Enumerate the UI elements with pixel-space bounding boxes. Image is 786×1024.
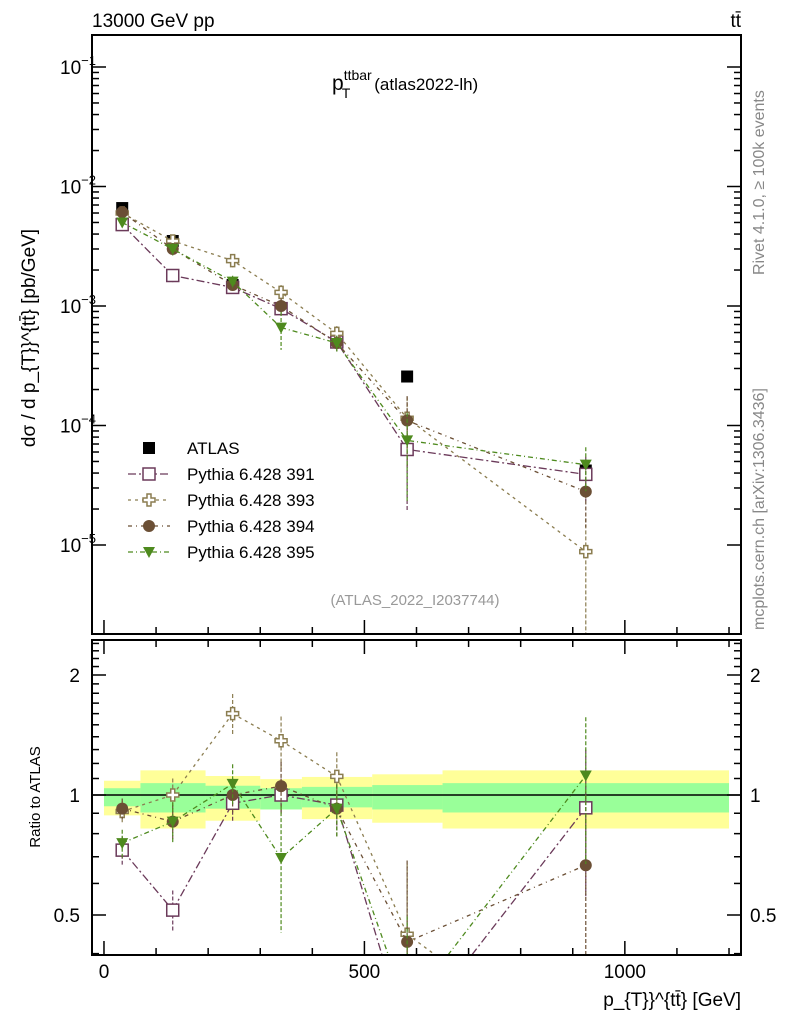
ratio-series-segment (121, 821, 173, 844)
data-point (579, 459, 592, 471)
data-point (165, 268, 180, 283)
legend-marker (143, 547, 155, 558)
main-plot-series (115, 202, 593, 634)
ratio-series-segment (336, 804, 383, 955)
ratio-y-axis-label: Ratio to ATLAS (27, 746, 44, 847)
data-point (116, 217, 129, 229)
ratio-series-segment (336, 808, 408, 943)
ratio-series-segment (406, 933, 436, 955)
ratio-point (165, 903, 180, 917)
data-point (116, 206, 129, 219)
y-tick-label: 10−2 (60, 173, 96, 199)
ratio-y-tick-label: 0.5 (54, 906, 80, 927)
plot-title-sup: ttbar (344, 67, 372, 83)
data-point (226, 276, 239, 288)
x-axis-label: p_{T}}^{tt̄} [GeV] (603, 990, 741, 1011)
legend-label: Pythia 6.428 394 (187, 517, 315, 536)
data-point (225, 253, 240, 268)
ratio-series-segment (280, 794, 337, 806)
band-inner-bin (103, 788, 141, 807)
data-point (274, 285, 288, 300)
side-text-bottom: mcplots.cern.ch [arXiv:1306.3436] (751, 388, 768, 630)
ratio-uncertainty-bands (103, 770, 730, 829)
data-point (579, 485, 592, 498)
ratio-y-tick-label-right: 0.5 (750, 906, 776, 927)
legend-label: Pythia 6.428 391 (187, 465, 315, 484)
ratio-point (166, 816, 179, 828)
y-tick-label: 10−3 (60, 292, 96, 318)
y-tick-exponent: −5 (81, 531, 96, 546)
data-point (275, 300, 288, 312)
series-line (121, 224, 586, 476)
ratio-point (274, 733, 288, 748)
ratio-y-tick-label-right: 2 (750, 666, 761, 687)
ratio-point (579, 859, 592, 872)
y-axis-label: dσ / d p_{T}}^{tt̄} [pb/GeV] (19, 229, 40, 447)
plot-title-sub: T (342, 85, 351, 101)
ratio-series-segment (122, 794, 173, 813)
ratio-series-segment (232, 713, 282, 742)
ratio-point (225, 706, 240, 721)
ratio-point (330, 803, 343, 815)
legend-marker (143, 520, 155, 532)
header-left: 13000 GeV pp (92, 11, 215, 32)
ratio-y-tick-label: 2 (69, 666, 80, 687)
ratio-point (226, 778, 239, 790)
legend-label: ATLAS (187, 439, 240, 458)
ratio-series-segment (232, 785, 282, 796)
ratio-series-segment (172, 802, 234, 911)
ratio-point (165, 788, 180, 802)
ratio-y-tick-label-right: 1 (750, 786, 761, 807)
x-tick-label: 500 (349, 962, 381, 983)
data-point (579, 544, 593, 559)
side-text-top: Rivet 4.1.0, ≥ 100k events (751, 90, 768, 275)
ratio-point (275, 853, 288, 865)
data-point (166, 243, 179, 255)
x-tick-label: 1000 (604, 962, 646, 983)
ratio-point (579, 770, 592, 782)
ratio-point (330, 769, 344, 784)
legend-marker (142, 467, 156, 481)
plot-title: pttbar T (atlas2022-lh) (332, 67, 478, 101)
ratio-point (116, 838, 129, 850)
legend-label: Pythia 6.428 393 (187, 491, 315, 510)
band-inner-bin (372, 785, 443, 810)
y-tick-exponent: −1 (81, 53, 96, 68)
ratio-plot-series (115, 694, 593, 955)
ratio-series-segment (336, 808, 389, 955)
ratio-point (275, 780, 288, 793)
ratio-y-tick-label: 1 (69, 786, 80, 807)
ratio-series-segment (172, 794, 233, 823)
header-right: tt̄ (730, 11, 741, 32)
y-tick-label: 10−5 (60, 531, 96, 557)
ratio-series-segment (121, 849, 174, 911)
data-point (330, 338, 343, 350)
series-line (121, 221, 586, 466)
analysis-annotation: (ATLAS_2022_I2037744) (330, 592, 499, 609)
ratio-series-segment (447, 775, 587, 955)
plot-title-main: p (332, 72, 344, 95)
data-point (401, 370, 414, 383)
ratio-point (116, 802, 129, 815)
ratio-series-segment (122, 808, 173, 823)
legend-marker (143, 442, 155, 454)
y-tick-exponent: −2 (81, 173, 96, 188)
legend: ATLAS Pythia 6.428 391 Pythia 6.428 393 Pyt… (128, 439, 315, 562)
legend-marker (142, 493, 156, 507)
y-tick-label: 10−4 (60, 412, 96, 438)
plot-title-suffix: (atlas2022-lh) (374, 75, 478, 94)
ratio-series-segment (232, 783, 282, 859)
ratio-series-segment (280, 808, 338, 859)
legend-label: Pythia 6.428 395 (187, 543, 315, 562)
y-tick-exponent: −4 (81, 412, 96, 427)
y-tick-label: 10−1 (60, 53, 96, 79)
x-tick-label: 0 (99, 962, 110, 983)
ratio-series-segment (336, 776, 408, 935)
ratio-series-segment (172, 713, 234, 796)
y-tick-exponent: −3 (81, 292, 96, 307)
ratio-series-segment (471, 807, 587, 955)
data-point (275, 322, 288, 334)
data-point (401, 435, 414, 447)
